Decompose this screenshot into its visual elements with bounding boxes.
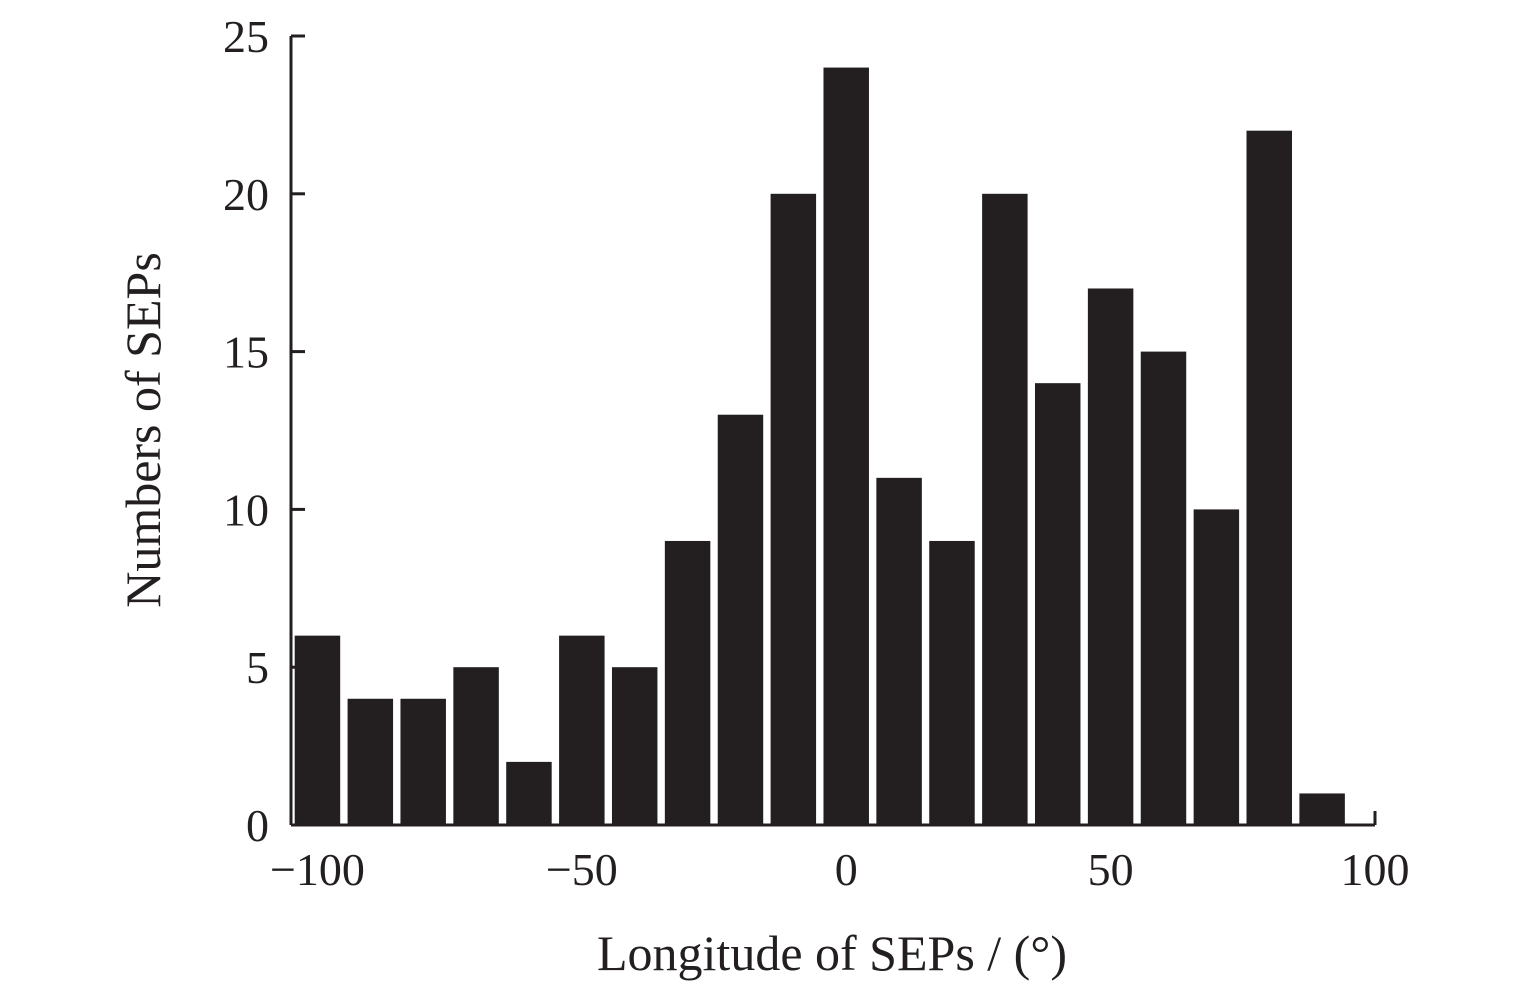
x-tick-label: −100 [270,844,365,895]
histogram-bar [982,193,1028,826]
y-tick-label: 10 [223,484,269,535]
histogram-bar [1087,288,1134,826]
histogram-bar [294,635,341,825]
histogram-bar [823,67,869,825]
x-tick-label: 0 [835,844,858,895]
histogram-bar [1193,509,1240,825]
y-tick-label: 5 [246,642,269,693]
histogram-bar [929,540,975,825]
histogram-bar [400,698,446,825]
x-tick-label: 100 [1341,844,1410,895]
histogram-bar [559,635,605,825]
histogram-bar [876,477,922,825]
histogram-bar [1034,383,1081,825]
histogram-bar [453,667,499,825]
y-tick-label: 0 [246,800,269,851]
histogram-bar [1246,130,1292,825]
histogram-bar [347,698,394,825]
x-axis-label: Longitude of SEPs / (°) [597,925,1067,981]
histogram-bar [770,193,817,826]
histogram-bar [1140,351,1187,825]
x-tick-label: 50 [1088,844,1134,895]
histogram-bar [717,414,764,825]
y-ticks-group: 0 5 10 15 20 25 [223,11,305,851]
y-tick-label: 15 [223,327,269,378]
x-tick-label: −50 [546,844,618,895]
histogram-bar [1299,793,1345,825]
y-tick-label: 25 [223,11,269,62]
x-ticks-group: −100 −50 0 50 100 [270,844,1410,895]
histogram-bar [611,667,658,825]
histogram-bar [506,761,552,825]
y-axis-label: Numbers of SEPs [115,252,171,608]
histogram-bar [664,540,711,825]
axes-group [289,36,1377,827]
y-tick-label: 20 [223,169,269,220]
bars-group [294,67,1345,826]
